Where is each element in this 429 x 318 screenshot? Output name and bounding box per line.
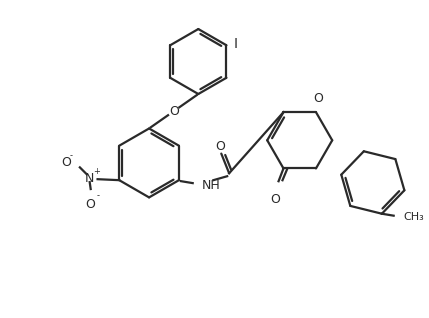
Text: I: I <box>233 37 237 51</box>
Text: O: O <box>169 105 178 118</box>
Text: O: O <box>86 198 96 211</box>
Text: -: - <box>69 151 73 160</box>
Text: O: O <box>215 140 225 153</box>
Text: CH₃: CH₃ <box>404 212 424 222</box>
Text: NH: NH <box>202 179 221 191</box>
Text: O: O <box>313 92 323 105</box>
Text: O: O <box>61 156 71 169</box>
Text: N: N <box>85 172 94 185</box>
Text: O: O <box>271 193 281 206</box>
Text: +: + <box>93 167 100 176</box>
Text: -: - <box>97 191 100 200</box>
